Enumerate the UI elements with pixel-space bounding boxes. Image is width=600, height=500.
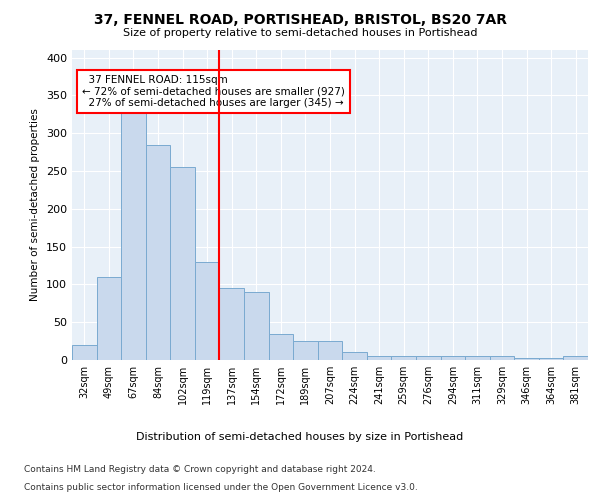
- Text: 37, FENNEL ROAD, PORTISHEAD, BRISTOL, BS20 7AR: 37, FENNEL ROAD, PORTISHEAD, BRISTOL, BS…: [94, 12, 506, 26]
- Bar: [195, 262, 220, 360]
- Bar: [220, 288, 244, 360]
- Bar: [563, 356, 588, 360]
- Text: 37 FENNEL ROAD: 115sqm
← 72% of semi-detached houses are smaller (927)
  27% of : 37 FENNEL ROAD: 115sqm ← 72% of semi-det…: [82, 75, 345, 108]
- Bar: [121, 110, 146, 360]
- Bar: [440, 356, 465, 360]
- Bar: [539, 358, 563, 360]
- Bar: [490, 356, 514, 360]
- Bar: [391, 356, 416, 360]
- Bar: [514, 358, 539, 360]
- Text: Distribution of semi-detached houses by size in Portishead: Distribution of semi-detached houses by …: [136, 432, 464, 442]
- Text: Contains HM Land Registry data © Crown copyright and database right 2024.: Contains HM Land Registry data © Crown c…: [24, 465, 376, 474]
- Text: Size of property relative to semi-detached houses in Portishead: Size of property relative to semi-detach…: [123, 28, 477, 38]
- Bar: [367, 356, 391, 360]
- Bar: [244, 292, 269, 360]
- Bar: [97, 277, 121, 360]
- Bar: [293, 341, 318, 360]
- Bar: [146, 144, 170, 360]
- Bar: [465, 356, 490, 360]
- Bar: [170, 167, 195, 360]
- Bar: [342, 352, 367, 360]
- Bar: [318, 341, 342, 360]
- Bar: [269, 334, 293, 360]
- Y-axis label: Number of semi-detached properties: Number of semi-detached properties: [31, 108, 40, 302]
- Bar: [416, 356, 440, 360]
- Text: Contains public sector information licensed under the Open Government Licence v3: Contains public sector information licen…: [24, 482, 418, 492]
- Bar: [72, 345, 97, 360]
